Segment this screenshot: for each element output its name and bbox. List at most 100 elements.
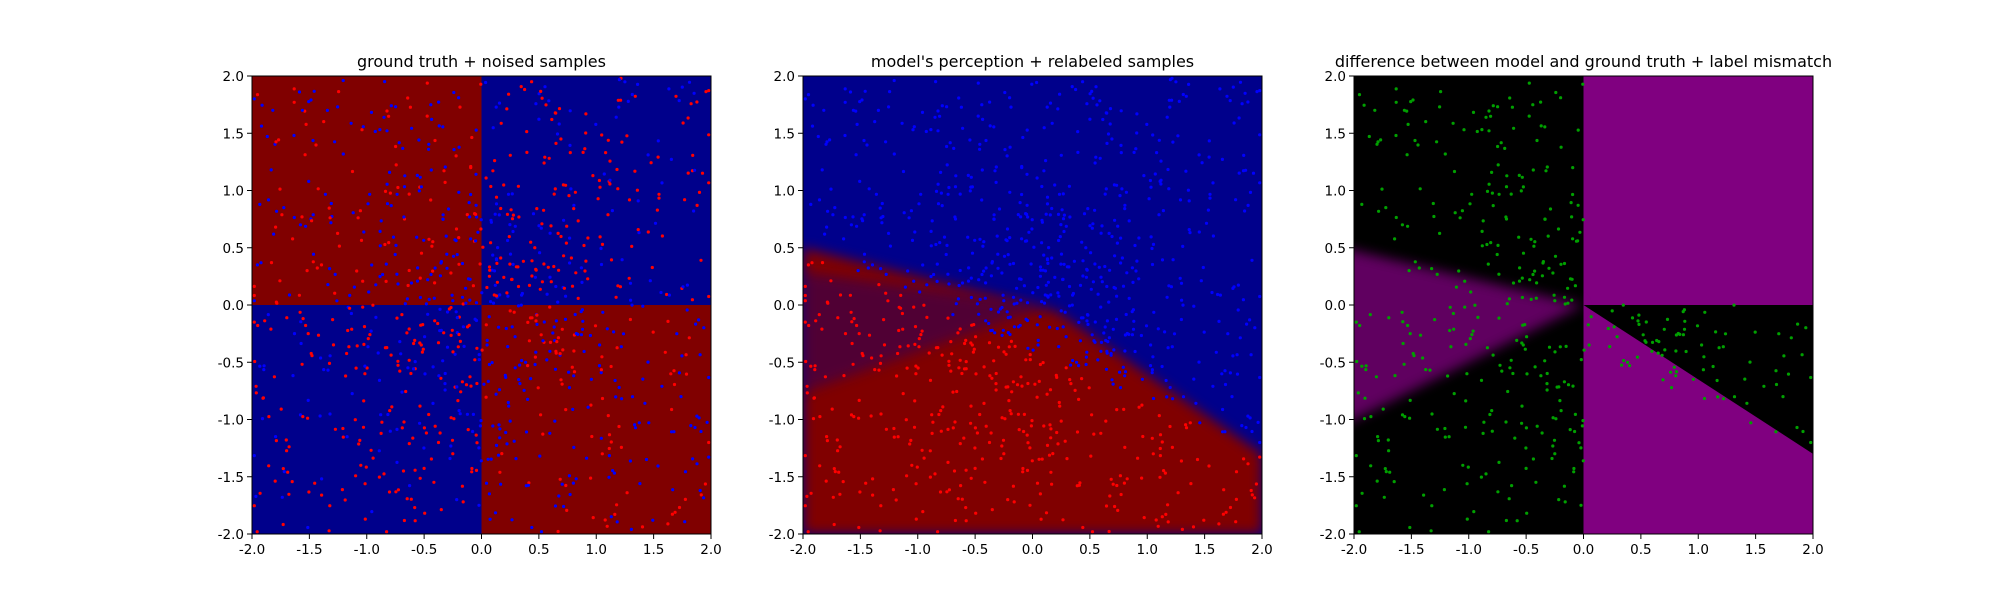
scatter-point: [920, 110, 925, 114]
scatter-point: [1151, 452, 1155, 456]
scatter-point: [804, 359, 808, 364]
y-tick-label: 0.0: [774, 298, 795, 314]
scatter-point: [803, 293, 807, 298]
scatter-point: [817, 198, 822, 202]
scatter-point: [1044, 283, 1048, 287]
mismatch-point: [1535, 138, 1539, 143]
scatter-point: [518, 382, 522, 386]
scatter-point: [556, 529, 560, 534]
scatter-point: [292, 215, 296, 220]
scatter-point: [572, 203, 576, 207]
mismatch-point: [1551, 444, 1555, 448]
mismatch-point: [1529, 237, 1533, 241]
mismatch-point: [1463, 305, 1467, 309]
mismatch-point: [1457, 269, 1461, 273]
scatter-point: [1028, 358, 1032, 362]
scatter-point: [455, 385, 459, 389]
scatter-point: [1150, 368, 1154, 372]
mismatch-point: [1475, 129, 1479, 134]
scatter-point: [474, 128, 478, 132]
scatter-point: [394, 144, 398, 149]
scatter-point: [600, 355, 604, 359]
scatter-point: [1057, 192, 1062, 196]
scatter-point: [530, 525, 534, 530]
scatter-point: [1090, 530, 1095, 534]
scatter-point: [408, 105, 412, 109]
scatter-point: [534, 267, 538, 271]
scatter-point: [913, 230, 917, 234]
scatter-point: [930, 219, 934, 223]
scatter-point: [554, 351, 558, 355]
scatter-point: [1076, 150, 1080, 154]
scatter-point: [460, 380, 464, 384]
scatter-point: [695, 100, 699, 104]
mismatch-point: [1545, 388, 1549, 392]
scatter-point: [984, 424, 988, 428]
scatter-point: [1059, 252, 1064, 256]
scatter-point: [855, 122, 859, 126]
scatter-point: [462, 344, 466, 348]
scatter-point: [456, 399, 460, 403]
scatter-point: [612, 471, 617, 475]
scatter-point: [1045, 294, 1050, 298]
scatter-point: [547, 99, 551, 103]
mismatch-point: [1384, 470, 1388, 474]
mismatch-point: [1369, 464, 1373, 468]
scatter-point: [1026, 215, 1030, 219]
scatter-point: [505, 442, 509, 446]
scatter-point: [433, 138, 437, 143]
scatter-point: [409, 497, 413, 501]
scatter-point: [1181, 395, 1186, 399]
scatter-point: [984, 281, 988, 285]
scatter-point: [1211, 234, 1215, 238]
scatter-point: [677, 505, 682, 510]
scatter-point: [633, 94, 637, 98]
mismatch-point: [1511, 281, 1516, 285]
scatter-point: [415, 279, 420, 283]
mismatch-point: [1400, 310, 1404, 314]
mismatch-point: [1524, 466, 1528, 470]
scatter-point: [1244, 168, 1248, 172]
mismatch-point: [1581, 82, 1585, 86]
scatter-point: [456, 345, 460, 349]
scatter-point: [988, 124, 992, 128]
scatter-point: [630, 395, 635, 399]
scatter-point: [1098, 99, 1102, 103]
scatter-point: [976, 114, 980, 118]
scatter-point: [1113, 286, 1117, 290]
scatter-point: [512, 310, 516, 314]
scatter-point: [656, 464, 660, 468]
mismatch-point: [1774, 430, 1778, 434]
scatter-point: [326, 283, 330, 287]
scatter-point: [377, 475, 381, 479]
scatter-point: [505, 212, 510, 216]
mismatch-point: [1801, 429, 1805, 434]
mismatch-point: [1376, 439, 1380, 443]
scatter-point: [1041, 361, 1045, 365]
scatter-point: [656, 139, 660, 143]
scatter-point: [454, 154, 458, 158]
scatter-point: [829, 279, 833, 283]
scatter-point: [1253, 496, 1257, 500]
scatter-point: [1218, 293, 1222, 297]
scatter-point: [973, 446, 977, 450]
mismatch-point: [1367, 134, 1371, 139]
mismatch-point: [1490, 191, 1494, 195]
scatter-point: [423, 511, 427, 515]
scatter-point: [1131, 308, 1135, 312]
scatter-point: [358, 438, 362, 442]
scatter-point: [305, 269, 309, 273]
scatter-point: [820, 168, 824, 172]
scatter-point: [498, 436, 502, 440]
scatter-point: [1207, 464, 1211, 468]
scatter-point: [572, 445, 576, 449]
mismatch-point: [1411, 351, 1415, 356]
scatter-point: [564, 241, 569, 245]
scatter-point: [1187, 199, 1191, 203]
scatter-point: [1036, 285, 1040, 290]
mismatch-point: [1552, 293, 1556, 297]
scatter-point: [969, 421, 973, 425]
scatter-point: [912, 125, 916, 129]
scatter-point: [987, 321, 991, 326]
scatter-point: [304, 122, 308, 126]
